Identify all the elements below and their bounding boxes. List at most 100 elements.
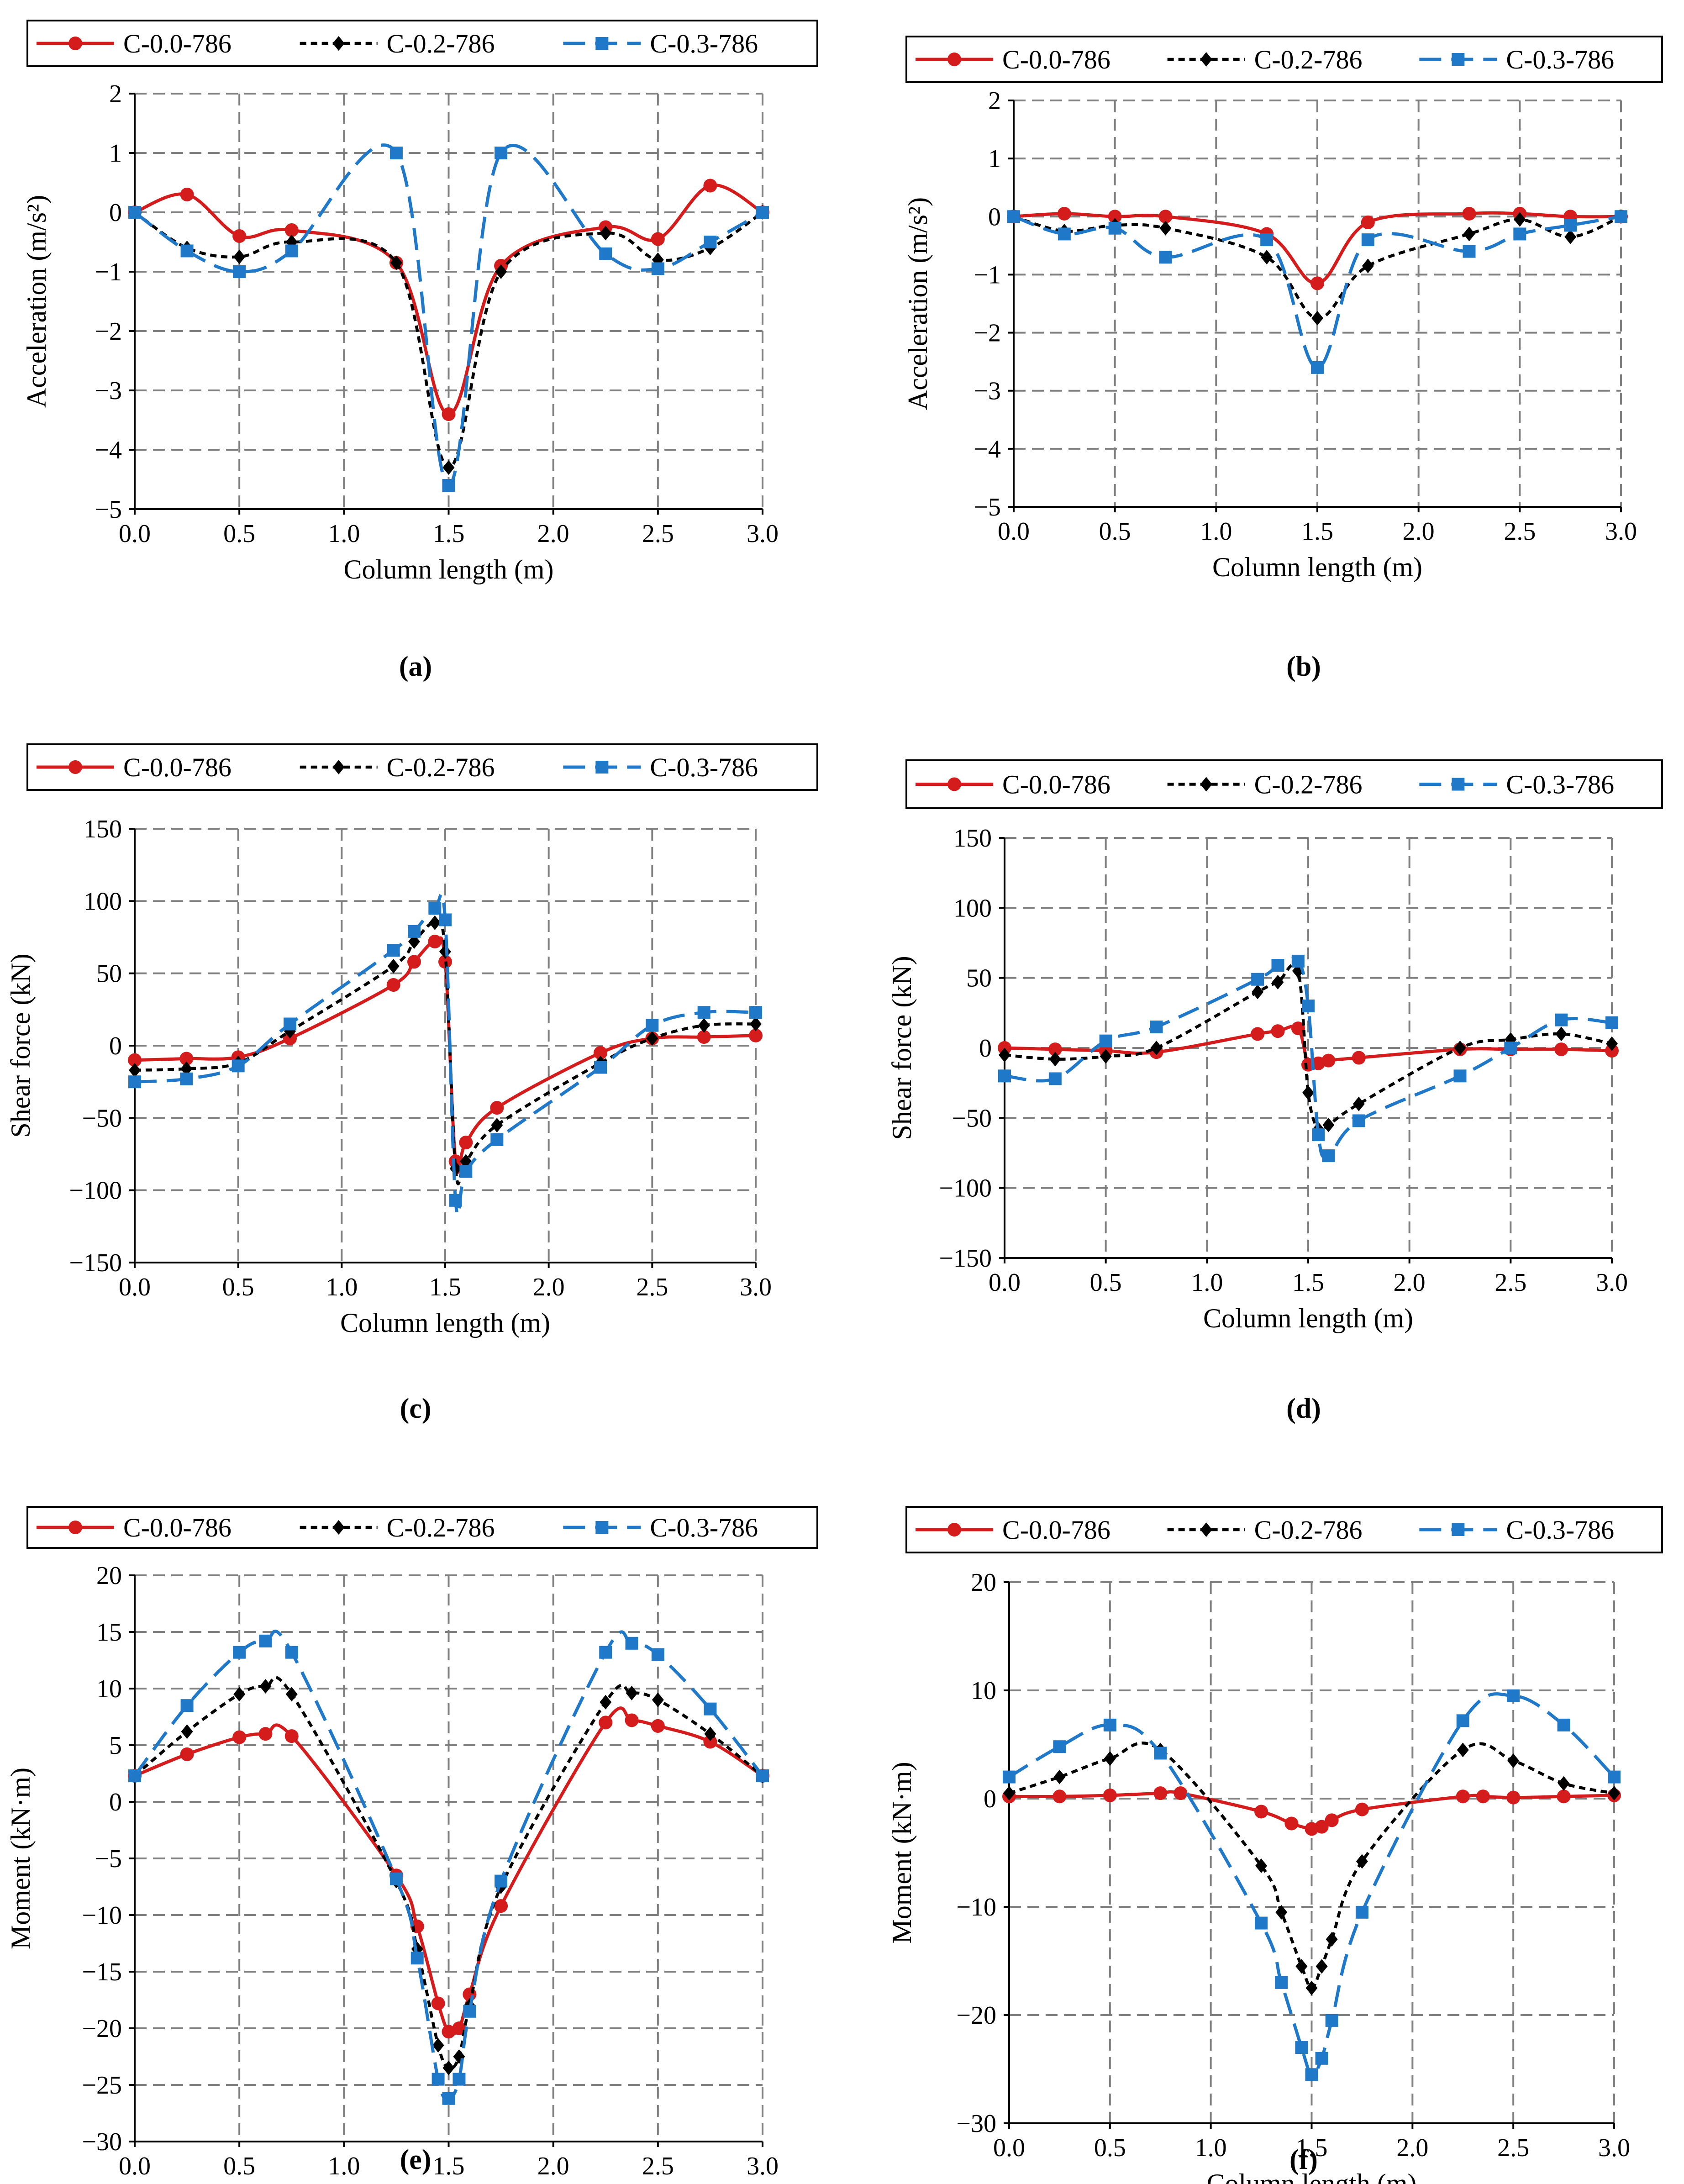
data-point bbox=[1606, 1036, 1618, 1051]
legend-label: C-0.0-786 bbox=[123, 29, 232, 58]
x-tick-label: 0.0 bbox=[119, 520, 151, 548]
x-tick-label: 0.5 bbox=[1099, 517, 1131, 546]
y-tick-label: −10 bbox=[956, 1893, 996, 1921]
data-point bbox=[998, 1069, 1011, 1083]
data-point bbox=[704, 1726, 716, 1742]
y-tick-label: 1 bbox=[109, 139, 122, 168]
data-point bbox=[1558, 1776, 1570, 1791]
data-point bbox=[1305, 2068, 1318, 2081]
y-tick-label: 0 bbox=[988, 203, 1001, 231]
y-tick-label: 1 bbox=[988, 145, 1001, 173]
legend-label: C-0.0-786 bbox=[123, 1513, 232, 1542]
data-point bbox=[1007, 210, 1020, 223]
data-point bbox=[1456, 1789, 1470, 1804]
y-tick-label: 10 bbox=[971, 1677, 996, 1705]
data-point bbox=[1103, 1788, 1117, 1802]
data-point bbox=[1053, 1769, 1066, 1784]
data-point bbox=[697, 1006, 710, 1019]
data-point bbox=[1302, 1085, 1314, 1100]
y-tick-label: 0 bbox=[109, 1788, 122, 1816]
legend-label: C-0.2-786 bbox=[1254, 45, 1363, 74]
x-tick-label: 2.0 bbox=[1396, 2134, 1428, 2162]
data-point bbox=[1310, 276, 1324, 290]
series-C-0.3-786 bbox=[128, 1629, 769, 2105]
legend-marker bbox=[947, 1523, 961, 1537]
data-point bbox=[432, 2073, 445, 2086]
legend-marker bbox=[595, 1521, 609, 1534]
data-point bbox=[1555, 1026, 1568, 1042]
data-point bbox=[387, 944, 400, 957]
data-point bbox=[625, 1637, 638, 1650]
data-point bbox=[1271, 959, 1284, 972]
data-point bbox=[442, 2060, 455, 2075]
y-tick-label: −5 bbox=[974, 493, 1001, 521]
legend-marker bbox=[332, 36, 345, 51]
data-point bbox=[652, 1692, 664, 1707]
data-point bbox=[1260, 233, 1274, 247]
y-tick-label: −50 bbox=[952, 1104, 992, 1132]
data-point bbox=[284, 1729, 299, 1743]
series-C-0.2-786 bbox=[1003, 1742, 1620, 1995]
legend-marker bbox=[947, 53, 961, 66]
x-tick-label: 2.5 bbox=[1495, 1268, 1526, 1297]
data-point bbox=[1302, 1000, 1315, 1012]
data-point bbox=[285, 1687, 298, 1702]
data-point bbox=[1052, 1789, 1067, 1804]
data-point bbox=[594, 1061, 607, 1074]
y-tick-label: 100 bbox=[84, 887, 122, 916]
data-point bbox=[1174, 1786, 1188, 1800]
data-point bbox=[408, 934, 420, 949]
data-point bbox=[129, 1063, 141, 1078]
y-tick-label: 2 bbox=[988, 87, 1001, 115]
data-point bbox=[259, 1634, 272, 1647]
x-tick-label: 2.0 bbox=[533, 1273, 565, 1301]
x-tick-label: 1.5 bbox=[429, 1273, 461, 1301]
data-point bbox=[389, 147, 403, 159]
data-point bbox=[232, 1059, 245, 1073]
x-tick-label: 1.5 bbox=[433, 2152, 465, 2180]
x-tick-label: 2.5 bbox=[642, 520, 674, 548]
x-tick-label: 3.0 bbox=[747, 2152, 779, 2180]
data-point bbox=[651, 1719, 665, 1733]
legend-box bbox=[26, 20, 818, 67]
series-C-0.3-786 bbox=[128, 143, 769, 492]
y-tick-label: 10 bbox=[96, 1675, 122, 1703]
data-point bbox=[407, 955, 421, 969]
data-point bbox=[1506, 1790, 1521, 1805]
data-point bbox=[1275, 1976, 1288, 1989]
x-tick-label: 0.0 bbox=[989, 1268, 1021, 1297]
data-point bbox=[1158, 210, 1173, 224]
y-tick-label: −30 bbox=[82, 2128, 122, 2156]
x-tick-label: 0.5 bbox=[1090, 1268, 1122, 1297]
data-point bbox=[1355, 1905, 1368, 1919]
x-tick-label: 0.0 bbox=[119, 1273, 151, 1301]
x-tick-label: 0.5 bbox=[1094, 2134, 1126, 2162]
data-point bbox=[1252, 984, 1264, 1000]
data-point bbox=[1326, 1932, 1338, 1947]
data-point bbox=[1453, 1069, 1467, 1083]
series-C-0.3-786 bbox=[998, 954, 1618, 1163]
y-tick-label: 150 bbox=[84, 815, 122, 843]
y-tick-label: −1 bbox=[95, 258, 122, 286]
series-line bbox=[1004, 957, 1612, 1159]
x-axis-title: Column length (m) bbox=[1207, 2168, 1417, 2184]
y-tick-label: 50 bbox=[96, 960, 122, 988]
y-tick-label: −5 bbox=[95, 495, 122, 524]
data-point bbox=[386, 978, 400, 992]
y-tick-label: −150 bbox=[939, 1244, 992, 1273]
data-point bbox=[180, 1061, 193, 1076]
data-point bbox=[428, 902, 442, 915]
data-point bbox=[1057, 206, 1071, 221]
data-point bbox=[1507, 1753, 1520, 1768]
data-point bbox=[599, 247, 612, 260]
data-point bbox=[494, 1899, 508, 1913]
data-point bbox=[460, 1154, 472, 1169]
data-point bbox=[1608, 1770, 1621, 1784]
x-tick-label: 1.0 bbox=[1191, 1268, 1223, 1297]
data-point bbox=[1557, 1789, 1571, 1804]
y-tick-label: 100 bbox=[953, 894, 992, 922]
data-point bbox=[1311, 361, 1324, 374]
data-point bbox=[1048, 1072, 1062, 1085]
x-tick-label: 2.0 bbox=[1403, 517, 1435, 546]
legend-marker bbox=[1452, 53, 1465, 66]
